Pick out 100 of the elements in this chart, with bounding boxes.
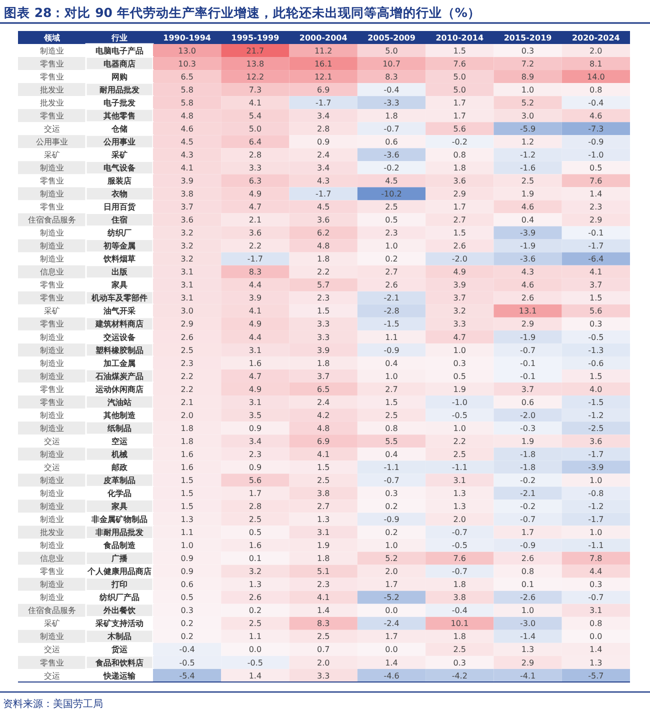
data-label: 0.6 xyxy=(521,398,534,407)
data-label: 6.2 xyxy=(316,228,330,238)
y2-tick-label: 制造业 xyxy=(40,242,64,251)
y2-tick-label: 零售业 xyxy=(40,111,64,120)
y-tick-label: 出版 xyxy=(112,268,128,277)
y-tick-label: 货运 xyxy=(110,645,128,654)
y2-tick-label: 批发业 xyxy=(40,85,64,94)
data-label: 3.3 xyxy=(316,332,330,342)
data-label: 1.7 xyxy=(385,632,398,642)
data-label: 0.4 xyxy=(521,216,534,225)
data-label: 0.7 xyxy=(316,645,330,654)
y-tick-label: 住宿 xyxy=(110,214,128,225)
y-tick-label: 空运 xyxy=(112,436,128,446)
data-label: 0.0 xyxy=(248,645,262,654)
y-tick-label: 其他零售 xyxy=(102,111,136,120)
data-label: 7.2 xyxy=(521,59,534,68)
data-label: -0.2 xyxy=(384,163,400,172)
y-tick-label: 邮政 xyxy=(112,462,128,472)
data-label: 2.3 xyxy=(590,202,602,212)
data-label: 3.2 xyxy=(180,254,194,264)
y2-tick-label: 批发业 xyxy=(40,98,64,108)
data-label: -0.5 xyxy=(452,410,468,420)
data-label: 4.2 xyxy=(316,410,330,420)
data-label: 5.8 xyxy=(180,98,194,108)
data-label: 6.9 xyxy=(316,436,330,446)
data-label: 8.3 xyxy=(316,619,330,628)
data-label: 5.4 xyxy=(248,111,262,120)
y-tick-label: 化学品 xyxy=(106,488,132,498)
data-label: 1.4 xyxy=(385,658,398,668)
data-label: -0.6 xyxy=(588,358,604,368)
data-label: 0.1 xyxy=(521,580,534,590)
data-label: 3.7 xyxy=(453,294,466,303)
data-label: 3.6 xyxy=(590,436,602,446)
data-label: 2.9 xyxy=(521,658,534,668)
data-label: -1.6 xyxy=(520,163,536,172)
data-label: -1.3 xyxy=(588,346,604,355)
data-label: -0.9 xyxy=(384,346,400,355)
y2-tick-label: 制造业 xyxy=(40,502,64,512)
data-label: 1.0 xyxy=(590,528,602,538)
data-label: -0.2 xyxy=(520,476,536,485)
data-label: 0.4 xyxy=(385,358,398,368)
data-label: 0.0 xyxy=(385,645,398,654)
y-tick-label: 其他制造 xyxy=(102,410,136,420)
data-label: 3.1 xyxy=(180,294,194,303)
data-label: -3.6 xyxy=(384,150,400,160)
y2-tick-label: 零售业 xyxy=(40,320,64,329)
data-label: 1.9 xyxy=(453,384,466,394)
data-label: 3.8 xyxy=(180,190,194,199)
y-tick-label: 纺织厂 xyxy=(106,228,132,238)
y2-tick-label: 住宿食品服务 xyxy=(28,606,76,616)
data-label: 3.0 xyxy=(180,306,194,316)
data-label: -1.2 xyxy=(520,150,536,160)
data-label: 12.1 xyxy=(314,72,332,82)
data-label: 4.6 xyxy=(180,124,194,134)
data-label: 4.9 xyxy=(248,320,262,329)
x-tick-label: 2020-2024 xyxy=(572,33,620,42)
y-axis-title: 行业 xyxy=(110,33,128,42)
data-label: 3.7 xyxy=(180,202,194,212)
y2-tick-label: 信息业 xyxy=(40,268,64,277)
data-label: 2.9 xyxy=(180,320,194,329)
data-label: 4.3 xyxy=(521,268,534,277)
data-label: -3.6 xyxy=(520,254,536,264)
data-label: 8.3 xyxy=(385,72,398,82)
data-label: 4.0 xyxy=(590,384,602,394)
y-tick-label: 衣物 xyxy=(110,190,128,199)
data-label: 2.8 xyxy=(248,150,262,160)
data-label: 0.3 xyxy=(590,320,602,329)
data-label: 2.0 xyxy=(180,410,194,420)
data-label: 1.6 xyxy=(248,541,262,550)
y2-tick-label: 制造业 xyxy=(40,372,64,381)
data-label: 3.9 xyxy=(316,346,330,355)
data-label: 5.6 xyxy=(248,476,262,485)
data-label: 1.0 xyxy=(385,372,398,381)
y-tick-label: 快递运输 xyxy=(102,671,136,680)
data-label: 1.6 xyxy=(180,462,194,472)
data-label: 8.3 xyxy=(248,268,262,277)
data-label: 4.7 xyxy=(248,372,262,381)
data-label: 2.5 xyxy=(316,476,330,485)
data-label: -1.8 xyxy=(520,462,536,472)
y-tick-label: 个人健康用品商店 xyxy=(86,566,152,576)
data-label: 3.9 xyxy=(453,280,466,290)
data-label: 5.0 xyxy=(248,124,262,134)
data-label: 1.3 xyxy=(453,488,466,498)
data-label: 3.1 xyxy=(248,398,262,407)
data-label: 2.5 xyxy=(180,346,194,355)
y-tick-label: 采矿 xyxy=(110,149,128,160)
data-label: 4.8 xyxy=(316,242,330,251)
y2-tick-label: 交运 xyxy=(44,671,60,680)
data-label: -3.9 xyxy=(588,462,604,472)
data-label: 4.4 xyxy=(248,280,262,290)
y-tick-label: 家具 xyxy=(110,501,128,512)
y2-axis-title: 领域 xyxy=(43,33,60,42)
data-label: 1.8 xyxy=(453,163,466,172)
data-label: -1.5 xyxy=(588,398,604,407)
y2-tick-label: 制造业 xyxy=(40,163,64,172)
y-tick-label: 油气开采 xyxy=(102,306,136,316)
y-tick-label: 纺织厂产品 xyxy=(98,593,140,602)
data-label: 3.2 xyxy=(180,228,194,238)
data-label: -1.0 xyxy=(588,150,604,160)
data-label: 1.4 xyxy=(590,190,602,199)
